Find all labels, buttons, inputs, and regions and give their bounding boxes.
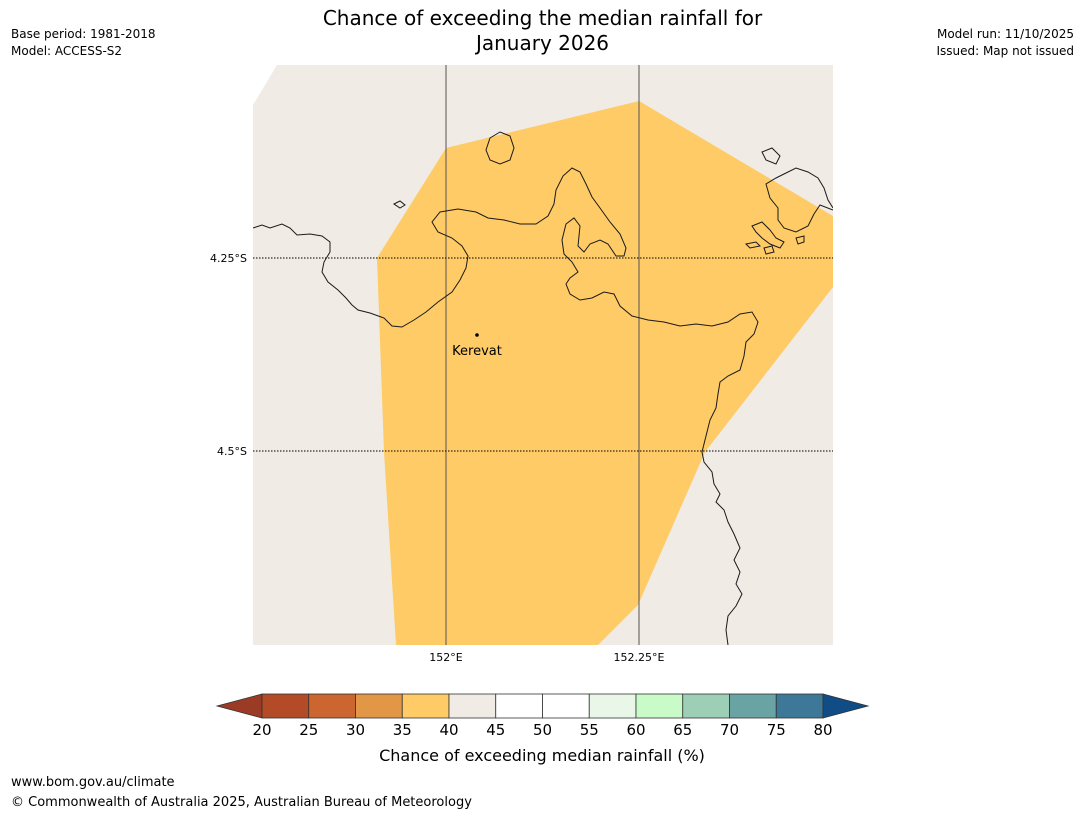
island-small-west — [393, 200, 406, 209]
colorbar-tick-label: 75 — [767, 721, 786, 739]
coastline-east — [765, 167, 833, 233]
colorbar-legend: 20 25 30 35 40 45 50 55 60 65 70 75 80 Chance of exc… — [215, 693, 870, 765]
colorbar-cell — [729, 693, 777, 719]
kerevat-label: Kerevat — [452, 344, 502, 359]
island-east-1 — [761, 147, 781, 165]
colorbar-tick-label: 25 — [299, 721, 318, 739]
colorbar-cell — [355, 693, 403, 719]
island-east-4 — [795, 235, 805, 245]
colorbar-tick-label: 65 — [673, 721, 692, 739]
island-east-3 — [763, 245, 775, 255]
meta-left: Base period: 1981-2018 Model: ACCESS-S2 — [11, 26, 156, 60]
lat-label-4-5: 4.5°S — [217, 445, 247, 458]
colorbar-cell — [448, 693, 497, 719]
colorbar-tick-label: 50 — [533, 721, 552, 739]
footer-copyright: © Commonwealth of Australia 2025, Austra… — [11, 795, 472, 810]
coastline-east-inner — [751, 221, 785, 249]
title-line-1: Chance of exceeding the median rainfall … — [322, 6, 763, 30]
kerevat-marker — [475, 333, 479, 337]
title-line-2: January 2026 — [475, 31, 610, 55]
colorbar-cell — [775, 693, 824, 719]
island-north — [485, 131, 515, 165]
model-name: Model: ACCESS-S2 — [11, 44, 123, 58]
colorbar-cell — [542, 693, 590, 719]
lon-label-152: 152°E — [429, 651, 462, 664]
colorbar-tick-label: 80 — [813, 721, 832, 739]
colorbar-tick-label: 30 — [346, 721, 365, 739]
colorbar-tick-label: 70 — [720, 721, 739, 739]
colorbar-arrow-high — [822, 693, 870, 719]
colorbar-tick-label: 40 — [439, 721, 458, 739]
model-run: Model run: 11/10/2025 — [936, 27, 1074, 41]
map-title: Chance of exceeding the median rainfall … — [0, 6, 1085, 56]
forecast-region-35-40 — [377, 101, 833, 645]
colorbar-tick-label: 60 — [626, 721, 645, 739]
colorbar-cell — [261, 693, 310, 719]
colorbar-cell — [588, 693, 637, 719]
base-period: Base period: 1981-2018 — [11, 27, 156, 41]
colorbar-tick-label: 35 — [393, 721, 412, 739]
map-panel: Kerevat 4.25°S 4.5°S 152°E 152.25°E — [210, 65, 833, 664]
colorbar-cell — [401, 693, 450, 719]
colorbar-label: Chance of exceeding median rainfall (%) — [379, 746, 705, 765]
coastline-main — [253, 167, 759, 645]
colorbar-tick-label: 20 — [252, 721, 271, 739]
footer-url[interactable]: www.bom.gov.au/climate — [11, 775, 175, 790]
colorbar-tick-label: 55 — [580, 721, 599, 739]
coastline — [253, 131, 833, 645]
issued-status: Issued: Map not issued — [936, 44, 1074, 58]
meta-right: Model run: 11/10/2025 Issued: Map not is… — [936, 26, 1074, 60]
lon-label-152-25: 152.25°E — [614, 651, 665, 664]
colorbar-cell — [308, 693, 356, 719]
lat-label-4-25: 4.25°S — [210, 252, 247, 265]
colorbar-cell — [635, 693, 684, 719]
colorbar-arrow-low — [215, 693, 263, 719]
colorbar-cell — [495, 693, 543, 719]
island-east-2 — [744, 241, 762, 249]
colorbar-tick-label: 45 — [486, 721, 505, 739]
colorbar-cell — [682, 693, 730, 719]
